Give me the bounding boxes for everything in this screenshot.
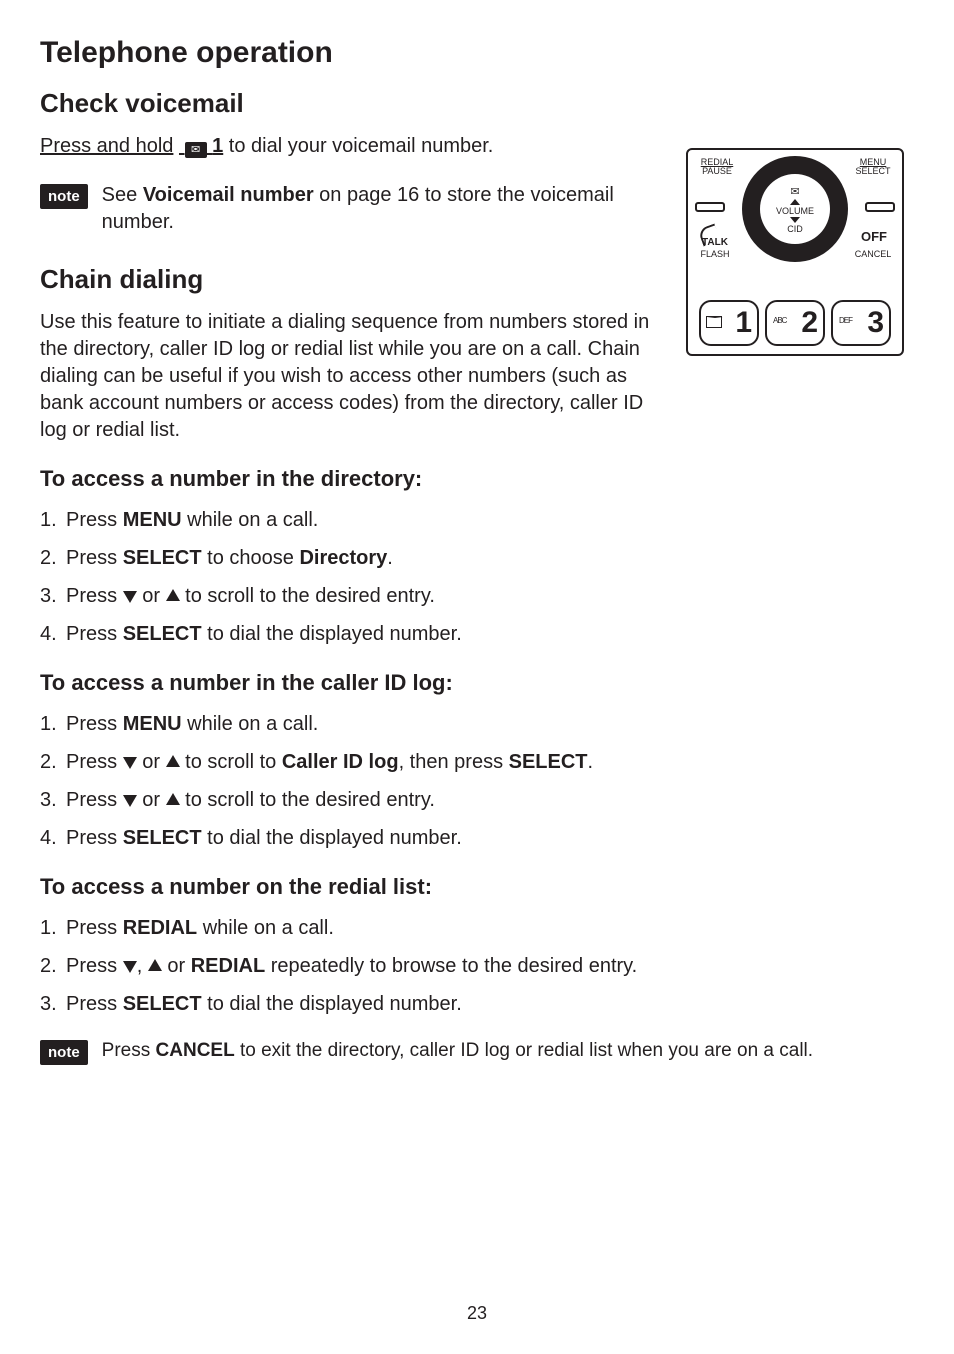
down-arrow-icon bbox=[123, 961, 137, 973]
phone-key-row: 1 ABC 2 DEF 3 bbox=[688, 300, 902, 346]
up-arrow-icon bbox=[148, 959, 162, 971]
phone-label-cid: CID bbox=[787, 224, 803, 234]
redial-heading: To access a number on the redial list: bbox=[40, 874, 914, 900]
cid-step-3: Press or to scroll to the desired entry. bbox=[40, 786, 914, 814]
down-arrow-icon bbox=[123, 757, 137, 769]
down-arrow-icon bbox=[790, 217, 800, 223]
down-arrow-icon bbox=[123, 795, 137, 807]
cid-step-4: Press SELECT to dial the displayed numbe… bbox=[40, 824, 914, 852]
chain-intro: Use this feature to initiate a dialing s… bbox=[40, 309, 660, 444]
phone-label-menu: MENUSELECT bbox=[850, 158, 896, 177]
cid-step-2: Press or to scroll to Caller ID log, the… bbox=[40, 748, 914, 776]
phone-key-2: ABC 2 bbox=[765, 300, 825, 346]
up-arrow-icon bbox=[790, 199, 800, 205]
phone-label-flash: FLASH bbox=[695, 250, 735, 259]
cid-step-1: Press MENU while on a call. bbox=[40, 710, 914, 738]
phone-right-softkey bbox=[865, 202, 895, 212]
redial-steps: Press REDIAL while on a call. Press , or… bbox=[40, 914, 914, 1018]
cid-steps: Press MENU while on a call. Press or to … bbox=[40, 710, 914, 852]
footer-note: note Press CANCEL to exit the directory,… bbox=[40, 1038, 914, 1065]
dir-step-4: Press SELECT to dial the displayed numbe… bbox=[40, 620, 914, 648]
dir-step-3: Press or to scroll to the desired entry. bbox=[40, 582, 914, 610]
phone-label-volume: VOLUME bbox=[776, 206, 814, 216]
voicemail-note-text: See Voicemail number on page 16 to store… bbox=[102, 182, 660, 236]
dir-steps: Press MENU while on a call. Press SELECT… bbox=[40, 506, 914, 648]
footer-note-text: Press CANCEL to exit the directory, call… bbox=[102, 1038, 813, 1064]
voicemail-icon: ✉ bbox=[790, 185, 799, 198]
redial-step-2: Press , or REDIAL repeatedly to browse t… bbox=[40, 952, 914, 980]
up-arrow-icon bbox=[166, 755, 180, 767]
dir-step-1: Press MENU while on a call. bbox=[40, 506, 914, 534]
note-badge: note bbox=[40, 1040, 88, 1065]
phone-key-1: 1 bbox=[699, 300, 759, 346]
redial-step-1: Press REDIAL while on a call. bbox=[40, 914, 914, 942]
phone-nav-ring: ✉ VOLUME CID bbox=[742, 156, 848, 262]
phone-diagram: REDIALPAUSE MENUSELECT TALK FLASH OFF CA… bbox=[686, 148, 904, 356]
dir-heading: To access a number in the directory: bbox=[40, 466, 914, 492]
mail-icon: ✉ bbox=[185, 142, 207, 158]
up-arrow-icon bbox=[166, 589, 180, 601]
phone-nav-center: ✉ VOLUME CID bbox=[760, 174, 830, 244]
vm-line-post: to dial your voicemail number. bbox=[223, 135, 493, 157]
dir-step-2: Press SELECT to choose Directory. bbox=[40, 544, 914, 572]
page-number: 23 bbox=[0, 1303, 954, 1324]
phone-key-3: DEF 3 bbox=[831, 300, 891, 346]
phone-label-redial: REDIALPAUSE bbox=[694, 158, 740, 177]
down-arrow-icon bbox=[123, 591, 137, 603]
up-arrow-icon bbox=[166, 793, 180, 805]
note-badge: note bbox=[40, 184, 88, 209]
vm-press-hold: Press and hold bbox=[40, 135, 173, 157]
mail-icon bbox=[706, 316, 722, 328]
voicemail-note: note See Voicemail number on page 16 to … bbox=[40, 182, 660, 236]
vm-key-1: 1 bbox=[212, 135, 223, 157]
phone-left-softkey bbox=[695, 202, 725, 212]
phone-label-off: OFF bbox=[854, 230, 894, 244]
phone-label-cancel: CANCEL bbox=[848, 250, 898, 259]
page-title: Telephone operation bbox=[40, 36, 914, 70]
cid-heading: To access a number in the caller ID log: bbox=[40, 670, 914, 696]
redial-step-3: Press SELECT to dial the displayed numbe… bbox=[40, 990, 914, 1018]
phone-label-talk: TALK bbox=[695, 238, 735, 249]
voicemail-heading: Check voicemail bbox=[40, 88, 914, 119]
